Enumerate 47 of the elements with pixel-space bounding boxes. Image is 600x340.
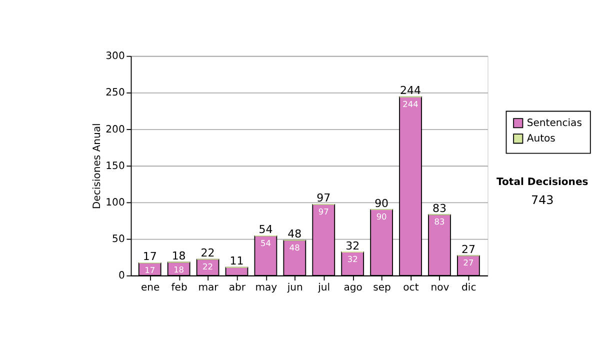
x-tick-label: dic xyxy=(462,282,476,294)
data-label: 244 xyxy=(402,98,418,109)
y-tick-label: 100 xyxy=(106,197,125,208)
x-tick-label: mar xyxy=(198,282,220,294)
legend-label: Sentencias xyxy=(526,118,582,129)
data-label: 18 xyxy=(174,264,184,274)
total-label: 97 xyxy=(316,192,331,205)
x-tick-label: feb xyxy=(171,282,188,294)
x-tick-label: sep xyxy=(373,282,391,294)
data-label: 97 xyxy=(318,206,329,216)
x-tick-label: jun xyxy=(286,282,303,294)
text: Total Decisiones xyxy=(496,176,588,188)
x-tick-label: ene xyxy=(140,282,160,294)
total-label: 54 xyxy=(258,223,273,236)
y-tick-label: 200 xyxy=(106,124,125,136)
total-label: 18 xyxy=(172,250,186,262)
x-tick-label: jul xyxy=(317,282,330,294)
total-label: 90 xyxy=(374,196,389,210)
data-label: 54 xyxy=(260,238,271,248)
total-label: 48 xyxy=(288,228,302,241)
x-tick-label: oct xyxy=(403,282,419,294)
data-label: 48 xyxy=(289,242,300,252)
data-label: 27 xyxy=(463,258,474,268)
data-label: 32 xyxy=(347,254,358,264)
legend-label: Autos xyxy=(526,133,556,144)
total-label: 27 xyxy=(461,242,476,256)
data-label: 83 xyxy=(434,216,445,227)
total-label: 22 xyxy=(200,246,215,260)
total-label: 244 xyxy=(400,84,422,98)
total-label: 17 xyxy=(142,250,157,264)
data-label: 17 xyxy=(144,265,156,276)
x-tick-label: may xyxy=(255,282,278,294)
total-label: 32 xyxy=(346,239,360,252)
total-label: 11 xyxy=(230,254,244,268)
x-tick-label: abr xyxy=(228,282,246,294)
y-tick-label: 250 xyxy=(106,88,125,99)
data-label: 22 xyxy=(202,261,214,272)
y-axis-title: Decisiones Anual xyxy=(92,123,104,210)
y-tick-label: 0 xyxy=(118,270,125,282)
total-label: 83 xyxy=(432,202,446,215)
y-tick-label: 300 xyxy=(106,51,125,62)
y-tick-label: 50 xyxy=(112,234,125,246)
text: 743 xyxy=(531,193,554,208)
y-tick-label: 150 xyxy=(106,160,125,172)
x-tick-label: nov xyxy=(430,282,450,294)
data-label: 90 xyxy=(376,212,387,222)
x-tick-label: ago xyxy=(344,282,362,294)
